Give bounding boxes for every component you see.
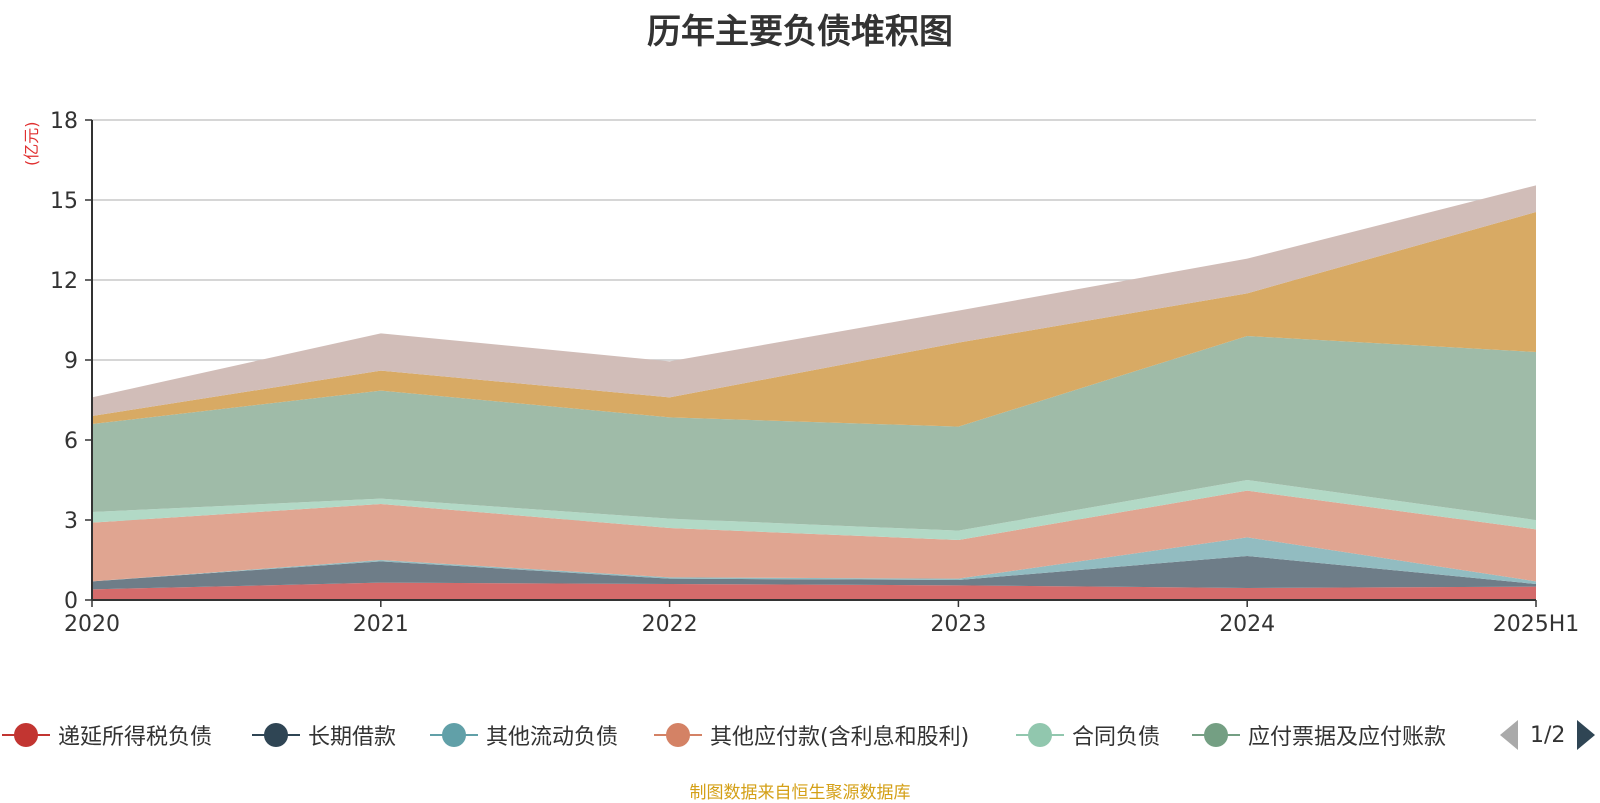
area-6 xyxy=(92,336,1536,531)
data-source-footer: 制图数据来自恒生聚源数据库 xyxy=(689,783,911,803)
y-tick-label: 18 xyxy=(50,109,78,134)
legend-label: 合同负债 xyxy=(1072,725,1161,750)
legend-marker-icon xyxy=(428,718,480,752)
x-tick-label: 2024 xyxy=(1219,612,1275,637)
legend-label: 其他应付款(含利息和股利) xyxy=(710,725,970,750)
legend-label: 应付票据及应付账款 xyxy=(1248,725,1447,750)
legend-item[interactable]: 长期借款 xyxy=(250,718,396,752)
area-7 xyxy=(92,212,1536,427)
area-3 xyxy=(92,537,1536,584)
y-tick-label: 15 xyxy=(50,189,78,214)
legend-marker-icon xyxy=(652,718,704,752)
area-series xyxy=(92,185,1536,600)
legend-item[interactable]: 其他流动负债 xyxy=(428,718,618,752)
legend: 递延所得税负债 长期借款 其他流动负债 其他应付款(含利息和股利) 合同负债 应付票据及应… xyxy=(0,718,1600,752)
legend-marker-icon xyxy=(1190,718,1242,752)
area-8 xyxy=(92,185,1536,416)
area-1 xyxy=(92,582,1536,600)
y-tick-label: 0 xyxy=(64,589,78,614)
legend-next-page-icon[interactable] xyxy=(1577,720,1596,750)
x-tick-label: 2021 xyxy=(353,612,409,637)
x-tick-label: 2022 xyxy=(642,612,698,637)
legend-label: 长期借款 xyxy=(308,725,397,750)
x-tick-label: 2023 xyxy=(930,612,986,637)
y-tick-label: 6 xyxy=(64,429,78,454)
x-tick-label: 2025H1 xyxy=(1493,612,1580,637)
y-tick-label: 12 xyxy=(50,269,78,294)
legend-marker-icon xyxy=(1014,718,1066,752)
legend-item[interactable]: 其他应付款(含利息和股利) xyxy=(652,718,969,752)
area-2 xyxy=(92,556,1536,590)
y-tick-label: 9 xyxy=(64,349,78,374)
chart-title: 历年主要负债堆积图 xyxy=(647,12,953,52)
legend-item[interactable]: 递延所得税负债 xyxy=(0,718,212,752)
legend-pager: 1/2 xyxy=(1500,718,1596,752)
legend-prev-page-icon[interactable] xyxy=(1500,720,1518,750)
legend-marker-icon xyxy=(250,718,302,752)
legend-item[interactable]: 应付票据及应付账款 xyxy=(1190,718,1446,752)
legend-marker-icon xyxy=(0,718,52,752)
area-4 xyxy=(92,490,1536,582)
axes: 0 3 6 9 12 15 18 2020 2021 2022 2023 2024 2025H1 xyxy=(50,109,1579,637)
legend-item[interactable]: 合同负债 xyxy=(1014,718,1160,752)
area-5 xyxy=(92,480,1536,540)
y-tick-label: 3 xyxy=(64,509,78,534)
legend-page-indicator: 1/2 xyxy=(1530,722,1566,748)
legend-label: 递延所得税负债 xyxy=(58,725,213,750)
x-tick-label: 2020 xyxy=(64,612,120,637)
legend-label: 其他流动负债 xyxy=(486,725,619,750)
stacked-area-chart: 0 3 6 9 12 15 18 2020 2021 2022 2023 2024 2025H1 xyxy=(50,109,1579,637)
